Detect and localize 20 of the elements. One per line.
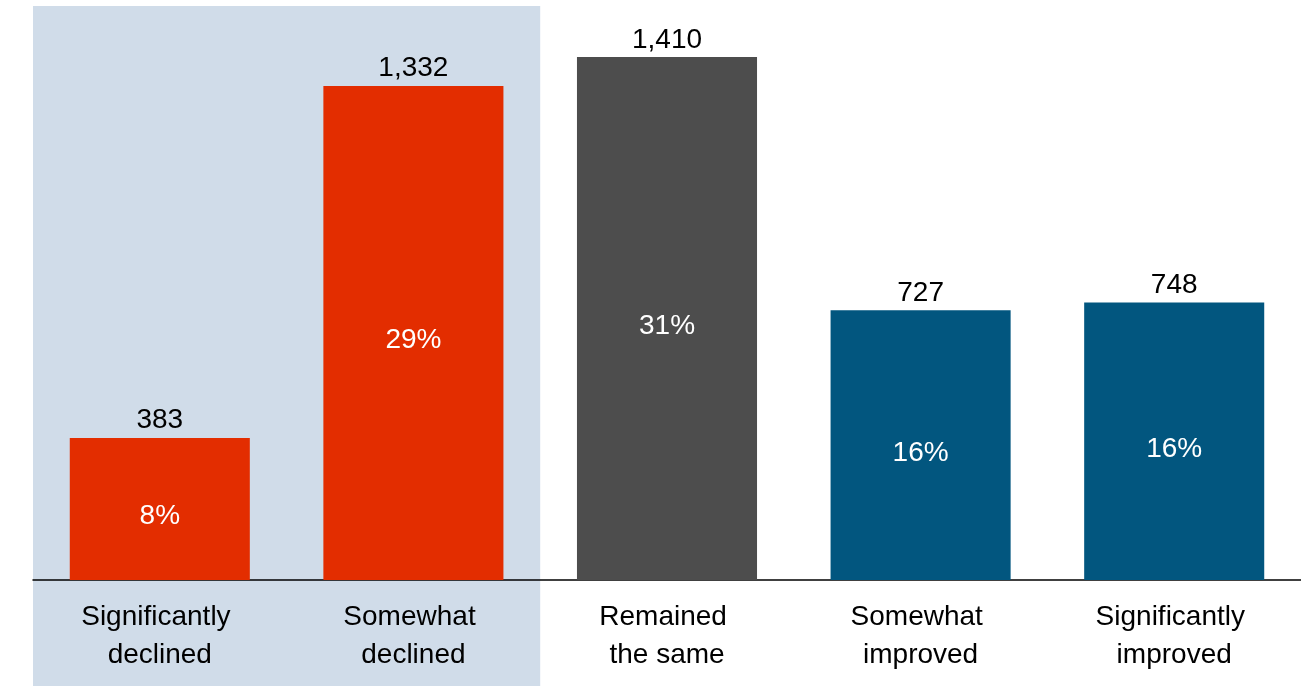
data-label: 727 — [897, 275, 944, 307]
bar — [576, 57, 758, 580]
x-tick-label: Remained the same — [599, 599, 735, 669]
bar — [323, 85, 504, 580]
data-label: 1,332 — [378, 51, 449, 83]
annotation: 16% — [892, 435, 949, 467]
annotation: 29% — [385, 323, 442, 355]
bar — [830, 310, 1011, 580]
annotation: 8% — [139, 499, 181, 531]
bar — [1084, 302, 1265, 580]
x-tick-label: Somewhat improved — [850, 599, 991, 669]
x-tick-label: Significantly declined — [81, 599, 239, 669]
x-tick-label: Significantly improved — [1095, 599, 1253, 669]
x-tick-label: Somewhat declined — [343, 599, 484, 669]
bar — [69, 437, 250, 580]
data-label: 1,410 — [631, 22, 703, 54]
annotation: 31% — [638, 309, 696, 340]
data-label: 383 — [136, 403, 184, 435]
annotation: 16% — [1146, 431, 1203, 463]
data-label: 748 — [1150, 268, 1198, 300]
